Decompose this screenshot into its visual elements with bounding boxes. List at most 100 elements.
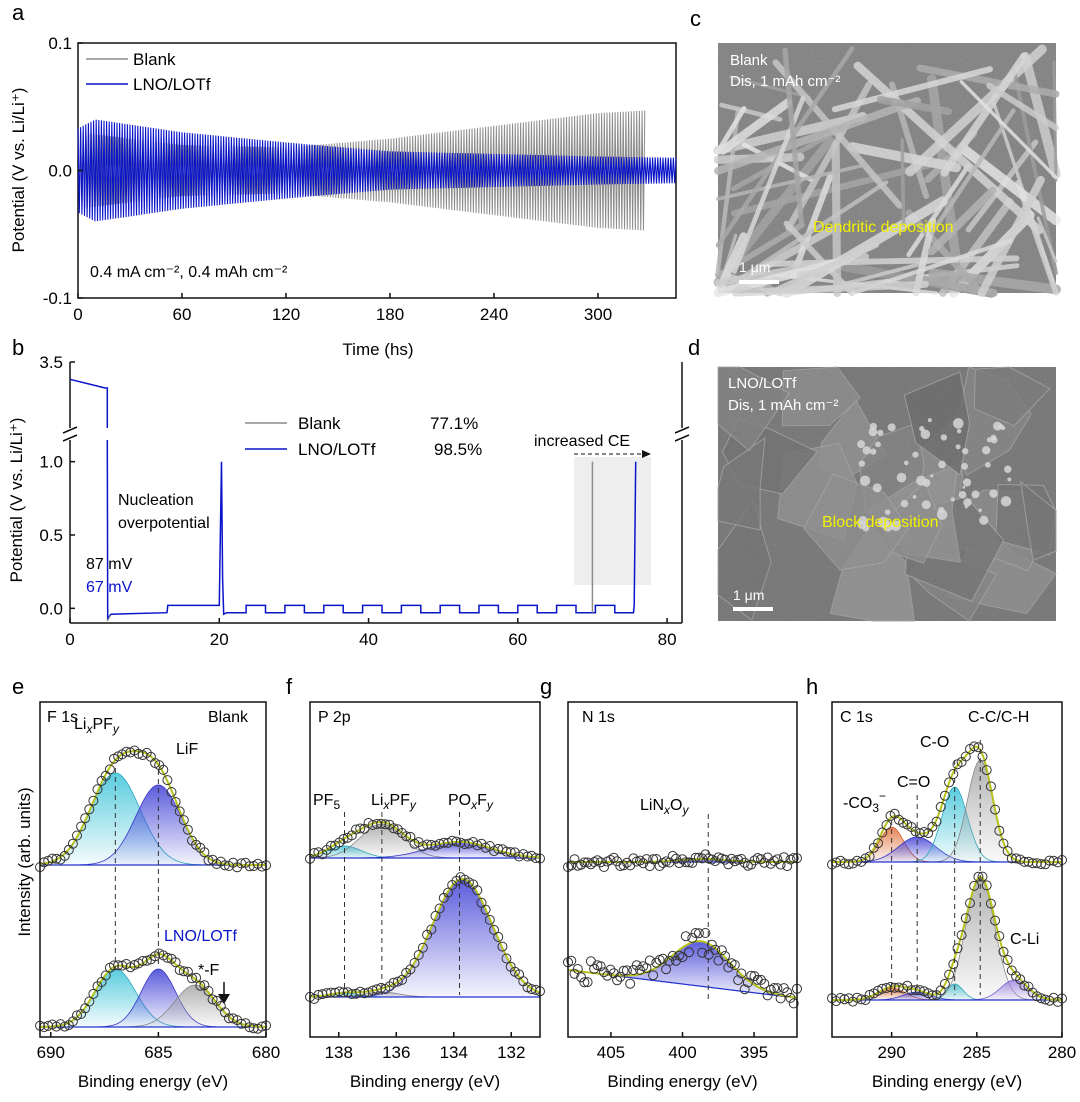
xps-data-point <box>756 854 766 865</box>
panel-letter-d: d <box>688 335 700 360</box>
xps-frame <box>831 701 1063 1038</box>
sem-image-c: Blank Dis, 1 mAh cm⁻² Dendritic depositi… <box>713 43 1061 298</box>
xps-data-point <box>726 853 737 864</box>
xps-data-point <box>690 852 701 863</box>
xps-data-point <box>472 885 483 896</box>
sem-c-noise <box>718 43 1056 293</box>
xps-data-point <box>641 854 652 865</box>
xps-data-point <box>417 942 428 953</box>
xps-data-point <box>187 973 197 984</box>
xps-data-point <box>371 984 382 995</box>
xps-data-point <box>910 826 921 837</box>
xps-data-point <box>330 987 341 998</box>
xps-xtick-label: 690 <box>37 1043 65 1062</box>
xps-data-point <box>113 960 124 971</box>
xps-data-point <box>749 855 760 866</box>
xps-data-point <box>914 985 925 996</box>
xps-data-point <box>906 985 917 996</box>
xps-data-point <box>856 994 867 1005</box>
xps-frame <box>309 701 541 1038</box>
panel-efgh-ylabel: Intensity (arb. units) <box>15 787 34 936</box>
xps-data-point <box>1027 858 1038 869</box>
xps-data-point <box>733 854 744 865</box>
increased-ce-label: increased CE <box>534 433 630 450</box>
xps-data-point <box>413 950 424 960</box>
xps-data-point <box>839 858 850 869</box>
xps-data-point <box>455 837 466 848</box>
xps-xtick-label: 285 <box>963 1043 991 1062</box>
xps-data-point <box>948 959 959 970</box>
xps-data-point <box>579 857 590 868</box>
xps-data-point <box>141 955 152 966</box>
axis-break-mark <box>62 434 78 442</box>
xps-xlabel: Binding energy (eV) <box>607 1072 757 1091</box>
xps-data-point <box>914 828 925 839</box>
panel-h-comp-co: C-O <box>920 734 949 751</box>
xps-data-point <box>224 1013 234 1024</box>
xps-data-point <box>158 764 169 775</box>
xps-data-point <box>618 965 629 976</box>
panel-a-axes: 0 60 120 180 240 300 -0.1 0.0 0.1 <box>43 34 612 324</box>
xps-data-point <box>648 854 659 865</box>
nucleation-label-1: Nucleation <box>118 492 194 509</box>
panel-h-comp-cc: C-C/C-H <box>968 709 1029 726</box>
xps-xtick-label: 132 <box>497 1043 525 1062</box>
xps-data-point <box>129 960 140 970</box>
xps-data-point <box>84 804 95 815</box>
xps-data-point <box>566 955 577 966</box>
panel-b-frame <box>62 362 690 624</box>
sem-c-line2: Dis, 1 mAh cm⁻² <box>730 73 840 90</box>
xps-data-point <box>121 746 132 757</box>
xps-data-point <box>775 993 786 1004</box>
xps-data-point <box>203 855 214 866</box>
panel-b-chart: 0 20 40 60 80 0.0 0.5 1.0 3.5 Blank 77.1% LNO/LO… <box>7 353 690 649</box>
xps-data-point <box>430 910 441 921</box>
xps-data-point <box>700 928 711 938</box>
xps-data-point <box>576 859 587 870</box>
xps-data-point <box>782 861 793 872</box>
xps-data-point <box>174 965 185 976</box>
xps-data-point <box>480 904 491 915</box>
xps-data-point <box>635 964 645 975</box>
panel-f-comp-pf5: PF5 <box>313 792 340 812</box>
xps-data-point <box>47 853 58 864</box>
xps-data-point <box>621 965 632 976</box>
xps-data-point <box>608 968 619 979</box>
panel-b-axes: 0 20 40 60 80 0.0 0.5 1.0 3.5 <box>39 353 676 649</box>
xps-data-point <box>162 775 173 786</box>
xps-data-point <box>765 984 776 995</box>
series-lno-initial <box>69 378 109 428</box>
xps-data-point <box>981 765 992 776</box>
xps-data-point <box>690 928 701 938</box>
xps-data-point <box>644 955 655 966</box>
axis-break-mark <box>62 426 78 434</box>
panel-e-title: F 1s <box>47 709 78 726</box>
xps-data-point <box>576 972 587 983</box>
arrow-head <box>218 994 230 1004</box>
sem-c-line1: Blank <box>730 52 768 69</box>
xps-data-point <box>321 988 332 999</box>
xps-data-point <box>1002 955 1013 965</box>
panel-h-chart: 290 285 280 Binding energy (eV) <box>827 701 1076 1091</box>
xps-data-point <box>835 993 846 1003</box>
nucleation-label-2: overpotential <box>118 515 210 532</box>
b-xtick-label: 80 <box>658 630 677 649</box>
legend-b-lno-ce: 98.5% <box>434 440 482 459</box>
a-xtick-label: 180 <box>376 305 404 324</box>
xps-data-point <box>973 742 984 753</box>
sem-d-line1: LNO/LOTf <box>728 375 797 392</box>
xps-data-point <box>76 821 87 832</box>
panel-g-chart: 405 400 395 Binding energy (eV) <box>563 701 802 1091</box>
xps-data-point <box>599 967 609 978</box>
xps-data-point <box>965 898 975 909</box>
xps-data-point <box>409 958 420 968</box>
panel-e-bottom-label: LNO/LOTf <box>164 928 237 945</box>
xps-envelope <box>567 940 798 999</box>
xps-data-point <box>1019 856 1030 867</box>
xps-xtick-label: 395 <box>740 1043 768 1062</box>
xps-data-point <box>625 978 636 989</box>
xps-data-point <box>723 859 734 870</box>
panel-e-corner-label: Blank <box>208 709 249 726</box>
xps-data-point <box>956 930 967 941</box>
panel-e-comp-lixpfy: LixPFy <box>74 716 120 736</box>
